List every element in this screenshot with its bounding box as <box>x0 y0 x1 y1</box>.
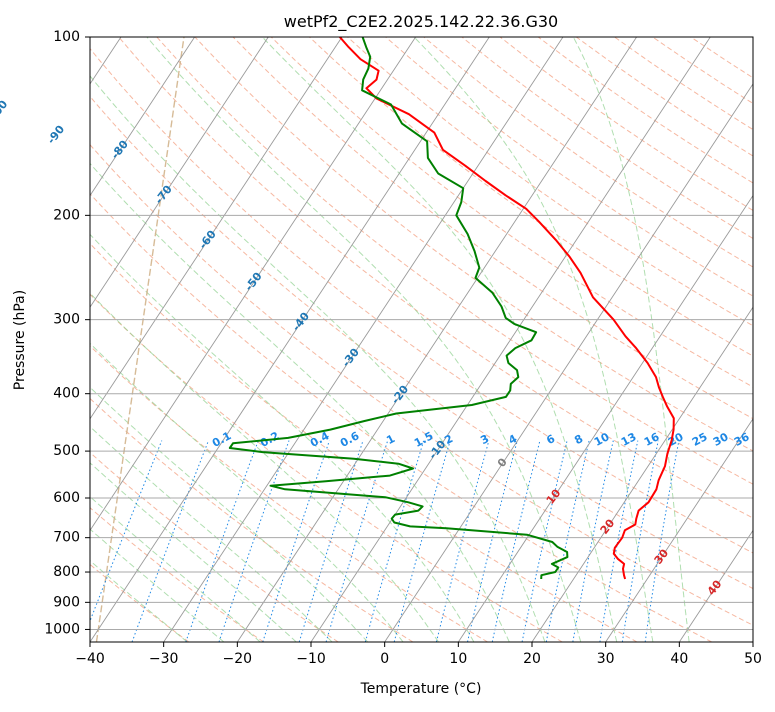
y-tick-label: 200 <box>53 207 80 223</box>
chart-title: wetPf2_C2E2.2025.142.22.36.G30 <box>284 12 558 32</box>
y-tick-label: 500 <box>53 443 80 459</box>
x-tick-label: 30 <box>597 651 615 667</box>
y-tick-label: 100 <box>53 29 80 45</box>
y-axis-label: Pressure (hPa) <box>12 290 28 390</box>
x-tick-label: 20 <box>523 651 541 667</box>
y-tick-label: 700 <box>53 530 80 546</box>
y-tick-label: 400 <box>53 386 80 402</box>
x-tick-label: 40 <box>670 651 688 667</box>
x-tick-label: 0 <box>380 651 389 667</box>
x-tick-label: 50 <box>744 651 762 667</box>
y-tick-label: 800 <box>53 564 80 580</box>
y-tick-label: 300 <box>53 312 80 328</box>
x-tick-label: 10 <box>449 651 467 667</box>
y-tick-label: 1000 <box>44 621 80 637</box>
x-tick-label: −30 <box>149 651 179 667</box>
x-tick-label: −10 <box>296 651 326 667</box>
x-tick-label: −20 <box>223 651 253 667</box>
x-axis-label: Temperature (°C) <box>360 681 482 697</box>
y-tick-label: 600 <box>53 490 80 506</box>
x-tick-label: −40 <box>75 651 105 667</box>
y-tick-label: 900 <box>53 594 80 610</box>
